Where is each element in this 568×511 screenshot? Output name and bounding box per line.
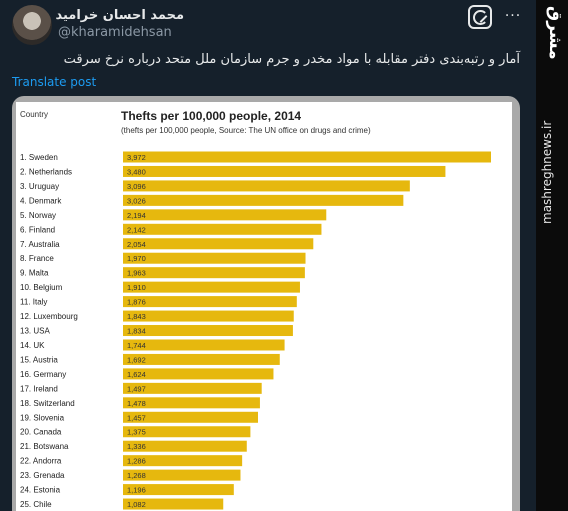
category-label: 20. Canada <box>20 428 62 437</box>
bar <box>123 469 241 481</box>
bar <box>123 267 305 279</box>
bar <box>123 281 300 293</box>
value-label: 2,194 <box>127 211 146 220</box>
author-name[interactable]: محمد احسان خرامید <box>55 7 184 23</box>
bar <box>123 194 404 206</box>
value-label: 1,963 <box>127 269 146 278</box>
bar <box>123 165 446 177</box>
bar <box>123 498 224 510</box>
category-label: 25. Chile <box>20 500 52 509</box>
category-label: 10. Belgium <box>20 283 63 292</box>
category-label: 1. Sweden <box>20 153 58 162</box>
bar <box>123 223 322 235</box>
bar <box>123 411 258 423</box>
tweet-image[interactable]: Country Thefts per 100,000 people, 2014 … <box>12 96 520 511</box>
bar <box>123 151 491 163</box>
bar <box>123 238 314 250</box>
value-label: 1,692 <box>127 355 146 364</box>
bar <box>123 368 274 380</box>
bar <box>123 339 285 351</box>
value-label: 2,142 <box>127 225 146 234</box>
value-label: 1,876 <box>127 298 146 307</box>
bar <box>123 209 327 221</box>
category-label: 16. Germany <box>20 370 66 379</box>
value-label: 1,268 <box>127 471 146 480</box>
category-label: 7. Australia <box>20 240 60 249</box>
bar <box>123 353 280 365</box>
value-label: 1,375 <box>127 428 146 437</box>
bar <box>123 455 243 467</box>
tweet: محمد احسان خرامید @kharamidehsan ··· آما… <box>0 0 536 511</box>
value-label: 1,478 <box>127 399 146 408</box>
category-label: 11. Italy <box>20 298 47 307</box>
chart-subtitle: (thefts per 100,000 people, Source: The … <box>121 126 371 135</box>
category-label: 15. Austria <box>20 355 58 364</box>
watermark-site: mashreghnews.ir <box>540 120 554 224</box>
value-label: 1,744 <box>127 341 146 350</box>
more-icon[interactable]: ··· <box>504 8 522 24</box>
value-label: 1,624 <box>127 370 146 379</box>
category-label: 22. Andorra <box>20 457 62 466</box>
value-label: 1,286 <box>127 457 146 466</box>
value-label: 3,972 <box>127 153 146 162</box>
category-label: 3. Uruguay <box>20 182 59 191</box>
bar <box>123 310 294 322</box>
category-label: 19. Slovenia <box>20 413 65 422</box>
category-label: 21. Botswana <box>20 442 69 451</box>
category-label: 24. Estonia <box>20 486 61 495</box>
bar <box>123 397 260 409</box>
category-label: 6. Finland <box>20 225 55 234</box>
category-label: 13. USA <box>20 327 50 336</box>
chart-image: Country Thefts per 100,000 people, 2014 … <box>16 102 512 511</box>
category-label: 17. Ireland <box>20 384 58 393</box>
column-title: Country <box>20 110 49 119</box>
bar <box>123 325 293 337</box>
category-label: 23. Grenada <box>20 471 65 480</box>
category-label: 8. France <box>20 254 54 263</box>
bar <box>123 252 306 264</box>
grok-icon[interactable] <box>468 5 492 29</box>
tweet-text: آمار و رتبه‌بندی دفتر مقابله با مواد مخد… <box>63 52 520 67</box>
value-label: 3,096 <box>127 182 146 191</box>
author-row: محمد احسان خرامید <box>55 6 184 24</box>
value-label: 3,480 <box>127 167 146 176</box>
bar <box>123 484 234 496</box>
bar <box>123 426 251 438</box>
value-label: 1,834 <box>127 327 146 336</box>
category-label: 9. Malta <box>20 269 49 278</box>
value-label: 1,970 <box>127 254 146 263</box>
category-label: 18. Switzerland <box>20 399 75 408</box>
watermark-strip: مشرق mashreghnews.ir <box>536 0 568 511</box>
category-label: 2. Netherlands <box>20 167 72 176</box>
watermark-logo: مشرق <box>545 6 565 60</box>
bar <box>123 440 247 452</box>
bar <box>123 180 410 192</box>
category-label: 14. UK <box>20 341 45 350</box>
value-label: 1,843 <box>127 312 146 321</box>
category-label: 12. Luxembourg <box>20 312 78 321</box>
bar <box>123 382 262 394</box>
value-label: 1,910 <box>127 283 146 292</box>
value-label: 3,026 <box>127 196 146 205</box>
value-label: 2,054 <box>127 240 146 249</box>
author-handle[interactable]: @kharamidehsan <box>58 25 172 40</box>
value-label: 1,196 <box>127 486 146 495</box>
bar <box>123 296 297 308</box>
category-label: 5. Norway <box>20 211 56 220</box>
value-label: 1,082 <box>127 500 146 509</box>
value-label: 1,497 <box>127 384 146 393</box>
chart-title: Thefts per 100,000 people, 2014 <box>121 109 302 123</box>
value-label: 1,336 <box>127 442 146 451</box>
value-label: 1,457 <box>127 413 146 422</box>
avatar[interactable] <box>12 5 52 45</box>
category-label: 4. Denmark <box>20 196 62 205</box>
bar-chart: 1. Sweden 3,972 2. Netherlands 3,480 3. Urug… <box>20 151 491 510</box>
translate-post-link[interactable]: Translate post <box>12 75 97 89</box>
